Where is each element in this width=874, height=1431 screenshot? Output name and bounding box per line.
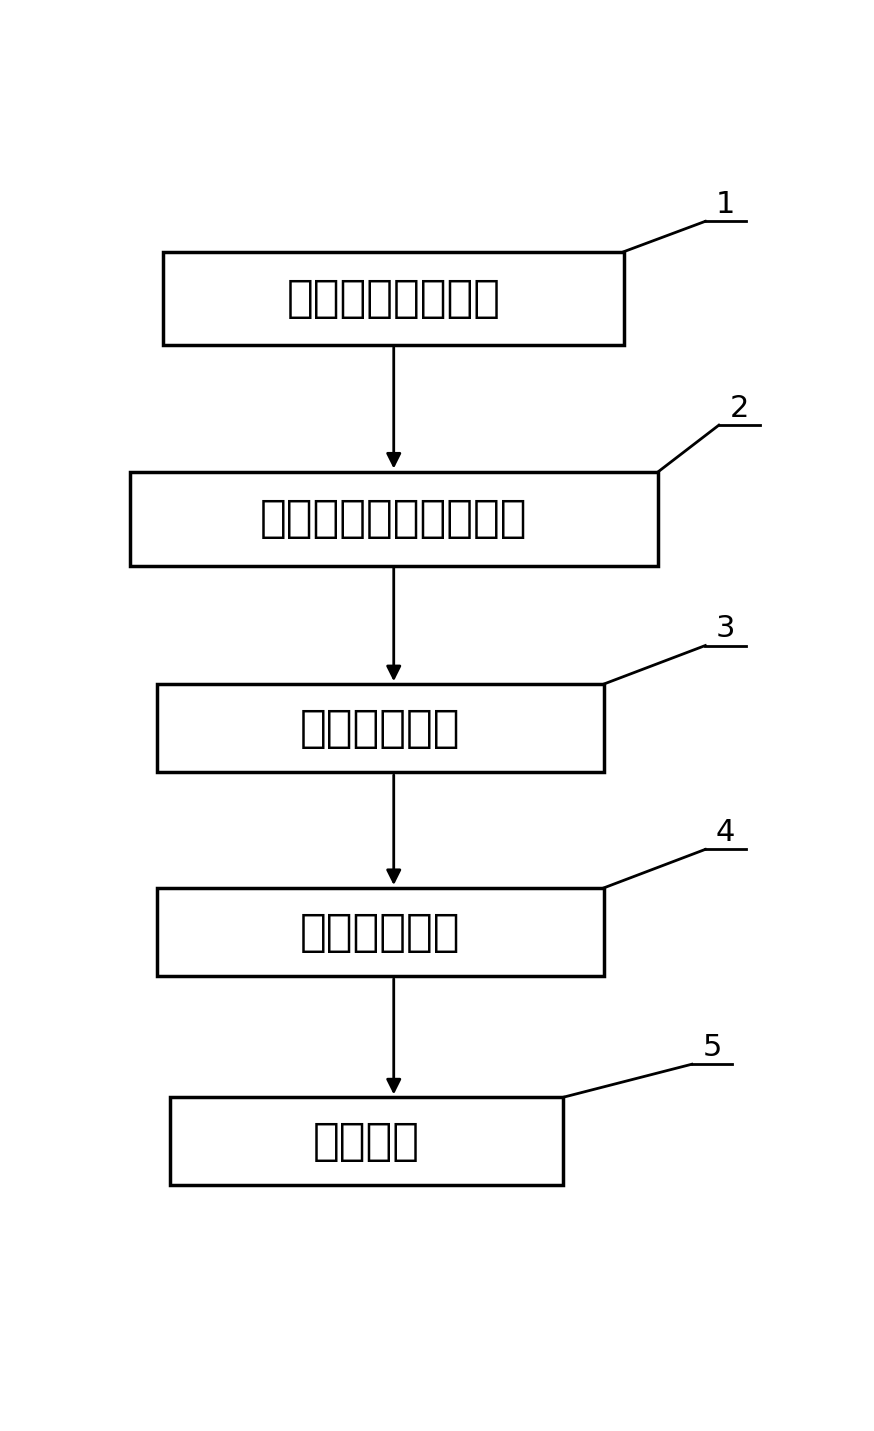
- Text: 鳞状细胞数量评估模块: 鳞状细胞数量评估模块: [260, 498, 528, 541]
- Text: 2: 2: [730, 394, 749, 424]
- Text: 异常检测模块: 异常检测模块: [300, 910, 461, 953]
- Text: 模糊检测模块: 模糊检测模块: [300, 707, 461, 750]
- Text: 综合模块: 综合模块: [313, 1120, 420, 1163]
- Bar: [156, 887, 604, 976]
- Text: 1: 1: [716, 190, 735, 219]
- Text: 3: 3: [716, 614, 735, 644]
- Text: 切片数据处理模块: 切片数据处理模块: [287, 278, 501, 321]
- Bar: [156, 684, 604, 773]
- Bar: [170, 1098, 563, 1185]
- Text: 4: 4: [716, 819, 735, 847]
- Bar: [129, 472, 658, 565]
- Bar: [163, 252, 624, 345]
- Text: 5: 5: [703, 1033, 722, 1062]
